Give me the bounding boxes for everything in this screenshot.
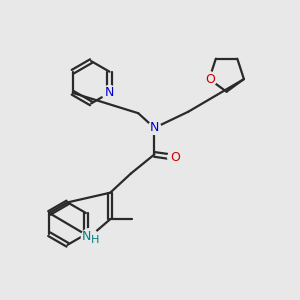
Circle shape [168, 150, 182, 165]
Circle shape [148, 122, 161, 134]
Circle shape [102, 85, 117, 100]
Text: O: O [170, 151, 180, 164]
Text: N: N [82, 230, 92, 243]
Circle shape [81, 229, 98, 245]
Text: H: H [91, 236, 99, 245]
Circle shape [202, 72, 217, 86]
Text: N: N [150, 122, 159, 134]
Text: N: N [105, 86, 114, 99]
Text: O: O [206, 73, 216, 85]
